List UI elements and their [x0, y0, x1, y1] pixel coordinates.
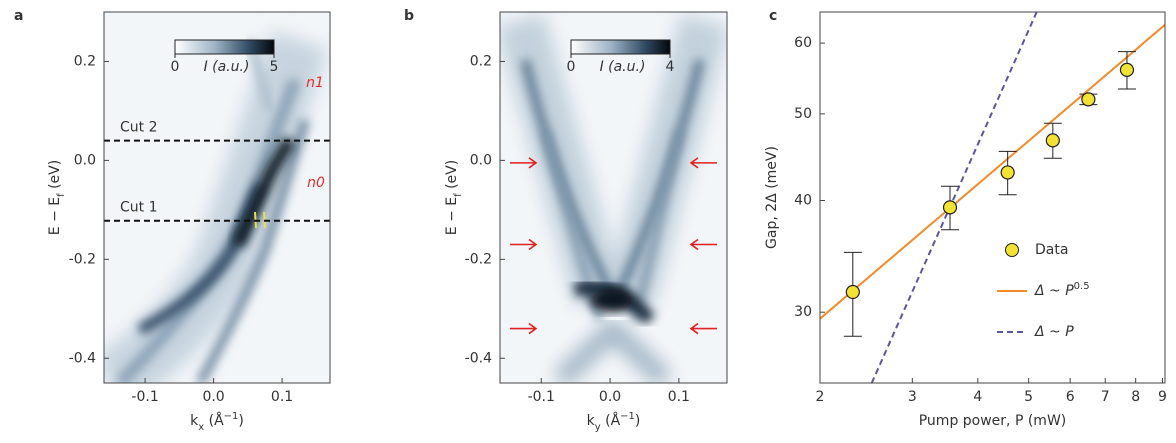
colorbar: [174, 39, 275, 55]
arrow: [510, 322, 538, 335]
y-tick-label: 0.0: [470, 152, 492, 168]
label-part: (eV): [444, 160, 460, 194]
arrow: [510, 157, 538, 169]
label-part: (Å: [601, 412, 621, 429]
colorbar-tick-label: 5: [270, 59, 279, 75]
y-tick-label: -0.4: [465, 350, 492, 366]
y-tick-label: -0.2: [465, 251, 492, 267]
y-tick-label: -0.4: [69, 350, 96, 366]
label-part: f: [56, 193, 67, 197]
colorbar-label: I (a.u.): [600, 59, 646, 75]
data-point: [845, 284, 860, 300]
legend-name: Data: [1035, 242, 1068, 258]
label-part: k: [587, 413, 596, 429]
label-part: E − E: [47, 197, 63, 235]
colorbar-tick-label: 0: [171, 59, 180, 75]
band-label: n0: [307, 175, 325, 191]
panel-label: a: [14, 8, 23, 24]
label-part: (eV): [47, 160, 63, 194]
panel-label: c: [769, 8, 777, 24]
label-part: (Å: [204, 412, 224, 429]
label-part: Gap, 2Δ (meV): [764, 146, 780, 249]
data-point: [942, 200, 958, 215]
legend-exponent: 0.5: [1074, 281, 1090, 292]
label-part: y: [595, 422, 601, 433]
y-axis-label: Gap, 2Δ (meV): [764, 146, 780, 249]
colorbar-tick-label: 0: [567, 59, 576, 75]
y-axis-label: E − Ef (eV): [444, 160, 464, 235]
y-tick-label: 60: [794, 35, 812, 51]
x-tick-label: 5: [1024, 389, 1033, 405]
arrow: [689, 322, 717, 335]
label-part: x: [198, 422, 204, 433]
x-tick-label: 7: [1101, 389, 1110, 405]
label-part: −1: [620, 411, 635, 422]
x-tick-label: 9: [1158, 389, 1167, 405]
x-tick-label: 2: [816, 389, 825, 405]
data-point: [1081, 92, 1096, 107]
label-part: f: [453, 193, 464, 197]
data-point: [1000, 165, 1015, 180]
legend-name: Δ ~ P: [1034, 324, 1074, 340]
colorbar-label: I (a.u.): [204, 59, 250, 75]
intensity-map: [500, 12, 727, 383]
plot-frame: [499, 11, 728, 384]
x-tick-label: 0.0: [599, 389, 621, 405]
label-part: ): [238, 413, 243, 429]
x-tick-label: -0.1: [528, 389, 555, 405]
data-point: [1119, 62, 1135, 77]
colorbar-tick-label: 4: [666, 59, 675, 75]
colorbar: [570, 39, 671, 55]
x-tick-label: 4: [973, 389, 982, 405]
arrow: [689, 157, 717, 169]
y-tick-label: 0.2: [74, 53, 96, 69]
legend-name: Δ ~ P: [1034, 283, 1074, 299]
label-part: −1: [224, 411, 239, 422]
intensity-map: [104, 12, 330, 383]
legend-label: Data: [1035, 242, 1068, 258]
y-tick-label: 0.2: [470, 53, 492, 69]
label-part: k: [190, 413, 199, 429]
band-label: n1: [306, 75, 324, 91]
panel-label: b: [404, 8, 414, 24]
fit-line: [820, 23, 1165, 320]
legend-label: Δ ~ P0.5: [1034, 281, 1090, 300]
cut-label: Cut 2: [120, 120, 158, 136]
x-axis-label: Pump power, P (mW): [919, 413, 1067, 429]
arrow: [510, 238, 538, 251]
x-tick-label: -0.1: [131, 389, 158, 405]
y-axis-label: E − Ef (eV): [47, 160, 67, 235]
fit-line: [870, 12, 1038, 383]
legend-label: Δ ~ P: [1034, 324, 1074, 340]
y-tick-label: 40: [794, 193, 812, 209]
x-tick-label: 0.1: [271, 389, 293, 405]
x-tick-label: 0.1: [668, 389, 690, 405]
y-tick-label: -0.2: [69, 251, 96, 267]
plot-frame: [819, 11, 1166, 384]
legend-marker: [1005, 243, 1019, 257]
x-axis-label: kx (Å−1): [190, 411, 244, 433]
cut-label: Cut 1: [120, 200, 158, 216]
x-tick-label: 0.0: [202, 389, 224, 405]
x-axis-label: ky (Å−1): [587, 411, 641, 433]
x-tick-label: 8: [1131, 389, 1140, 405]
label-part: ): [635, 413, 640, 429]
y-tick-label: 30: [794, 304, 812, 320]
y-tick-label: 50: [794, 106, 812, 122]
label-part: E − E: [444, 197, 460, 235]
y-tick-label: 0.0: [74, 152, 96, 168]
x-tick-label: 6: [1066, 389, 1075, 405]
plot-frame: [103, 11, 331, 384]
data-point: [1045, 133, 1060, 148]
x-tick-label: 3: [908, 389, 917, 405]
arrow: [689, 238, 717, 251]
label-part: Pump power, P (mW): [919, 413, 1067, 429]
